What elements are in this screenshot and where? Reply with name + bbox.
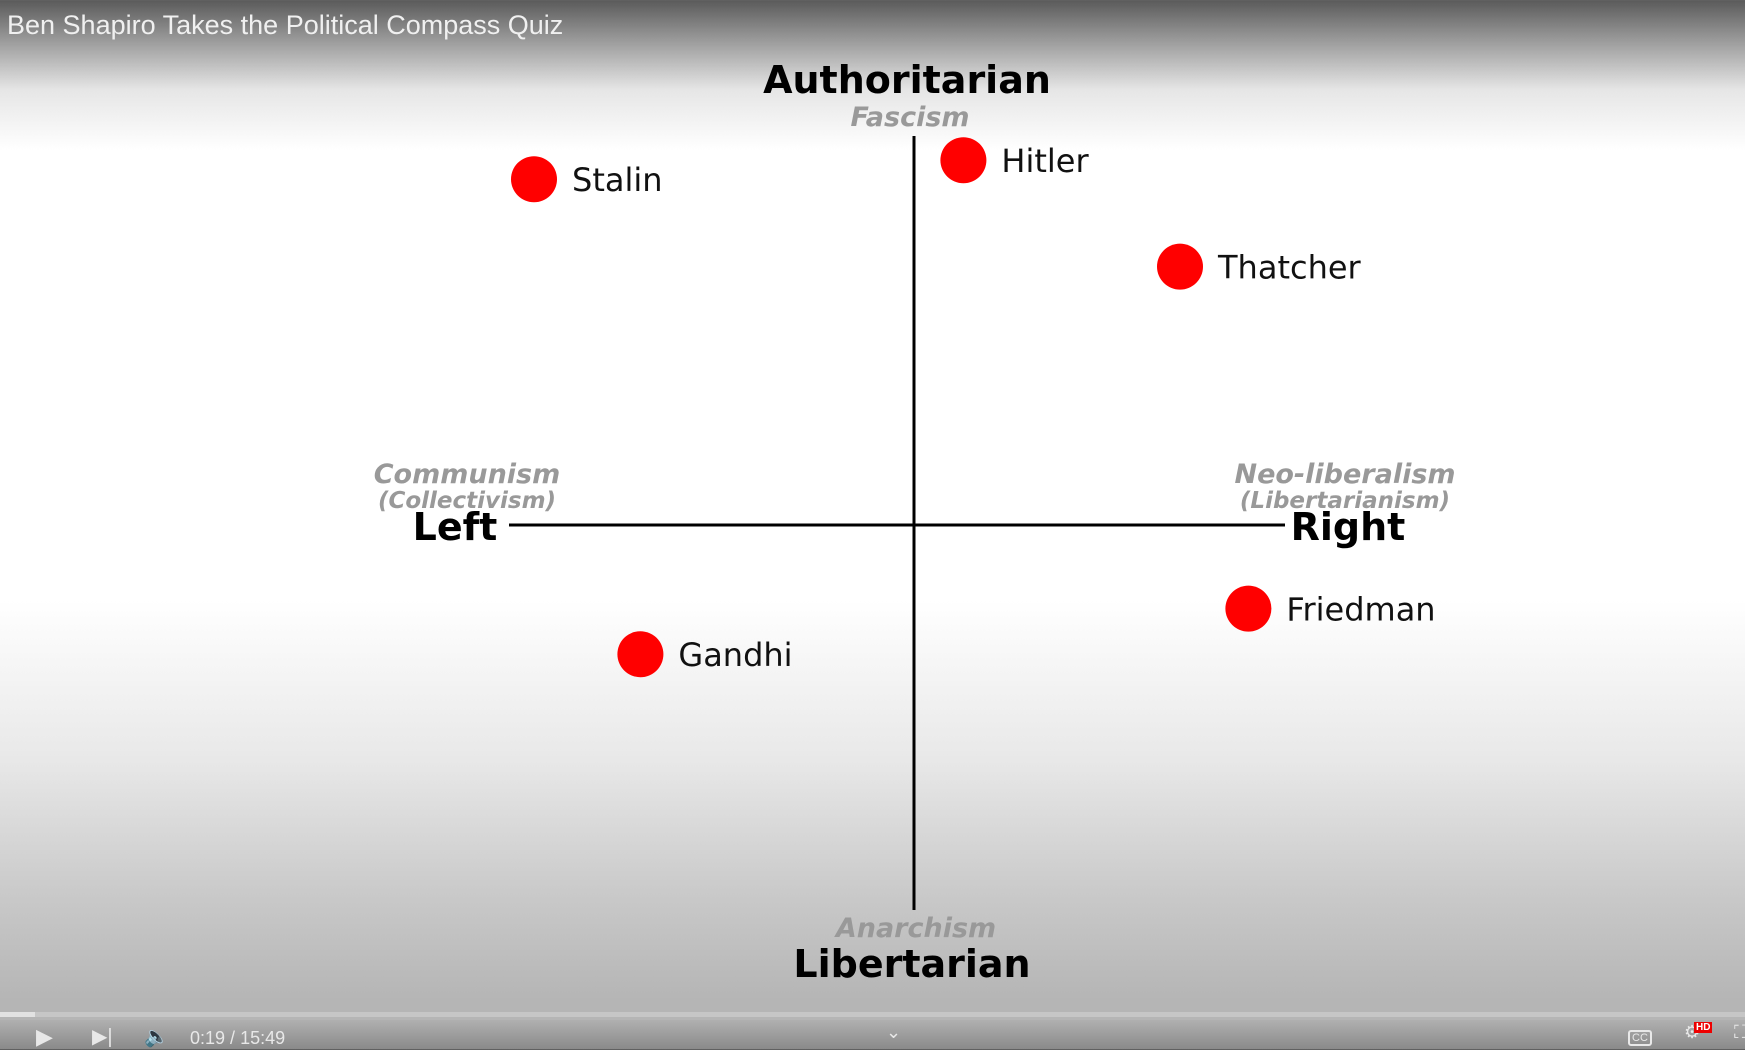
chevron-down-icon[interactable]: ⌄ [886,1022,902,1042]
axis-label-left: Left [413,505,498,549]
time-display: 0:19 / 15:49 [190,1028,285,1049]
point-gandhi [617,631,664,678]
time-current: 0:19 [190,1028,226,1048]
axis-label-top: Authoritarian [763,58,1051,102]
political-compass-chart: Authoritarian Fascism Anarchism Libertar… [374,58,1456,986]
point-label-thatcher: Thatcher [1217,249,1362,287]
axis-sublabel-left-2: (Collectivism) [378,488,556,514]
axis-sublabel-right: Neo-liberalism [1234,459,1455,490]
play-icon[interactable]: ▶ [36,1024,53,1049]
point-label-hitler: Hitler [1001,142,1089,180]
time-separator: / [225,1028,241,1048]
next-icon[interactable]: ▶| [92,1026,113,1048]
point-friedman [1225,585,1272,632]
point-thatcher [1157,243,1203,290]
point-hitler [940,137,987,184]
volume-icon[interactable]: 🔈 [144,1026,169,1048]
player-controls: ▶ ▶| 🔈 0:19 / 15:49 ⌄ CC ⚙ HD ⛶ [0,1020,1745,1049]
captions-icon[interactable]: CC [1628,1030,1652,1046]
hd-badge: HD [1694,1022,1713,1033]
point-label-friedman: Friedman [1286,591,1435,629]
progress-bar[interactable] [0,1012,1745,1017]
point-label-stalin: Stalin [572,161,663,199]
point-label-gandhi: Gandhi [678,636,792,674]
axis-sublabel-bottom: Anarchism [834,913,996,944]
axis-label-right: Right [1291,505,1406,549]
point-stalin [511,156,557,203]
axis-sublabel-top: Fascism [850,102,969,133]
progress-fill [0,1012,35,1017]
fullscreen-icon[interactable]: ⛶ [1734,1022,1745,1042]
axis-sublabel-left: Communism [374,459,561,490]
axis-label-bottom: Libertarian [793,942,1030,986]
axis-sublabel-right-2: (Libertarianism) [1240,488,1450,514]
video-title: Ben Shapiro Takes the Political Compass … [7,10,564,40]
time-total: 15:49 [240,1028,286,1048]
